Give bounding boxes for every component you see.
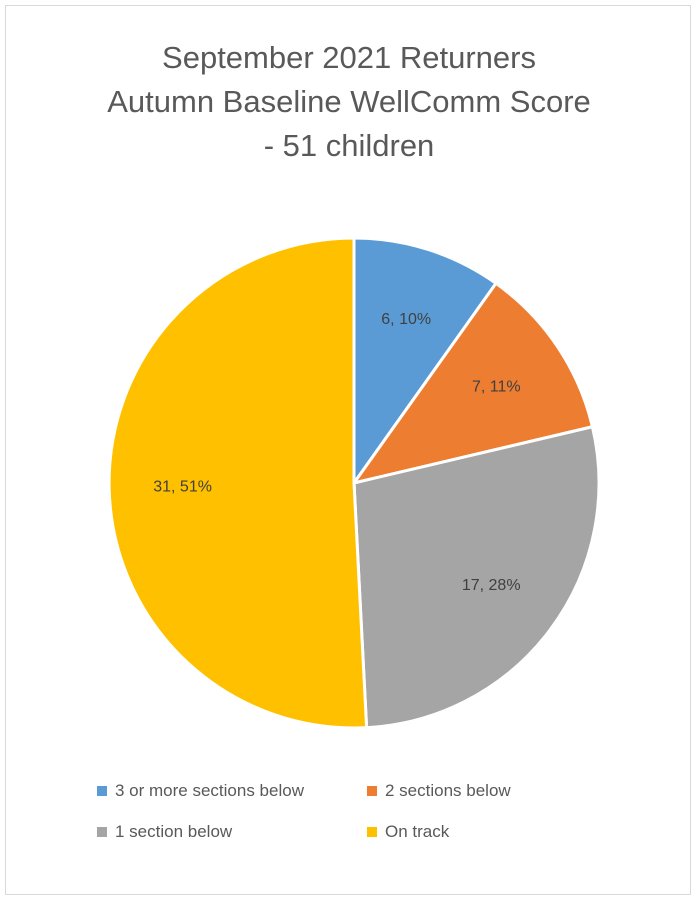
data-label-1-section-below: 17, 28%: [462, 577, 521, 594]
pie-chart: 6, 10% 7, 11% 17, 28% 31, 51%: [107, 236, 601, 730]
legend-item-2-sections-below: 2 sections below: [367, 781, 511, 801]
legend-swatch-on-track: [367, 827, 377, 837]
pie-slice-2-sections-below: [350, 281, 595, 486]
data-label-on-track: 31, 51%: [153, 479, 212, 496]
chart-title-line-2: Autumn Baseline WellComm Score: [107, 84, 591, 119]
chart-title: September 2021 Returners Autumn Baseline…: [6, 36, 692, 168]
pie-slice-1-section-below: [352, 424, 601, 730]
legend-item-3-or-more-sections-below: 3 or more sections below: [97, 781, 304, 801]
legend-label: On track: [385, 822, 450, 841]
data-label-3-or-more-sections-below: 6, 10%: [381, 311, 431, 328]
chart-area: September 2021 Returners Autumn Baseline…: [5, 5, 691, 895]
legend-label: 3 or more sections below: [115, 781, 304, 800]
legend-item-1-section-below: 1 section below: [97, 822, 232, 842]
legend-label: 2 sections below: [385, 781, 511, 800]
pie-slice-3-or-more-sections-below: [352, 236, 499, 488]
pie-slice-on-track: [107, 236, 369, 730]
chart-title-line-3: - 51 children: [263, 128, 435, 163]
chart-title-line-1: September 2021 Returners: [162, 40, 536, 75]
legend-item-on-track: On track: [367, 822, 449, 842]
legend-swatch-1-section: [97, 827, 107, 837]
legend-swatch-3-or-more: [97, 786, 107, 796]
legend-label: 1 section below: [115, 822, 233, 841]
data-label-2-sections-below: 7, 11%: [472, 379, 521, 396]
legend-swatch-2-sections: [367, 786, 377, 796]
